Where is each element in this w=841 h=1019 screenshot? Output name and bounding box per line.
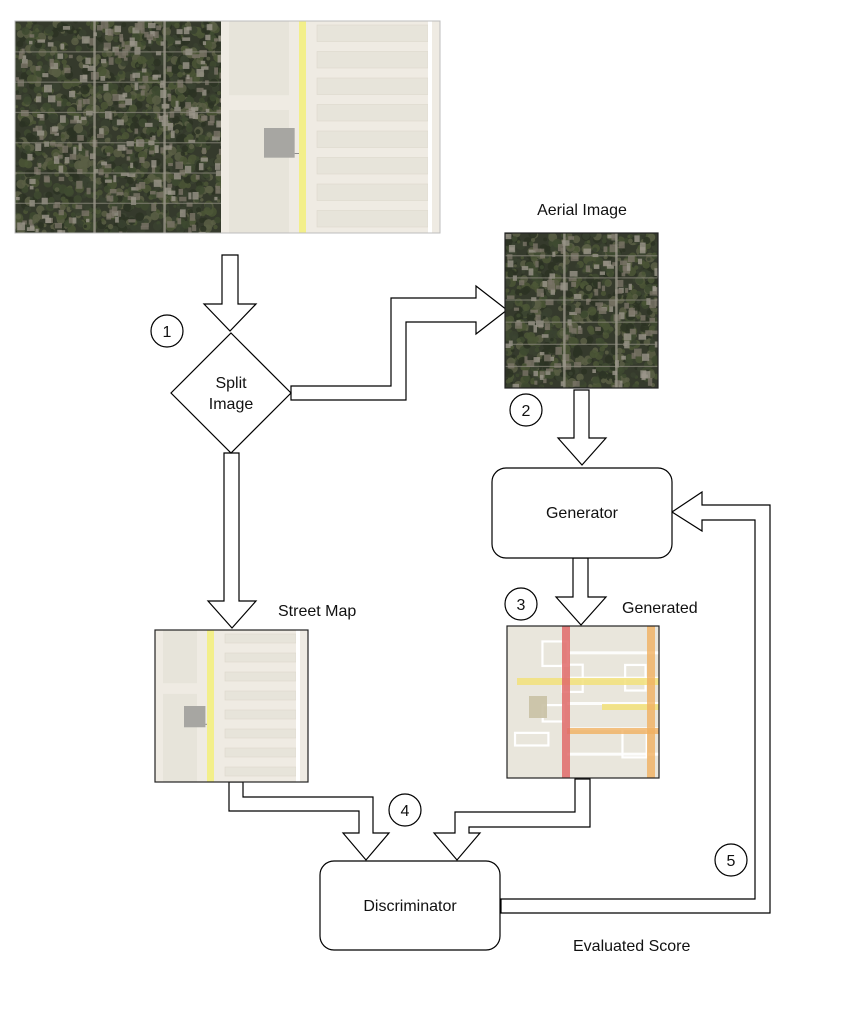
street-map-tile <box>155 630 308 782</box>
split-image-node: Split Image <box>170 332 292 454</box>
generator-node: Generator <box>491 467 673 559</box>
generated-tile <box>507 626 659 778</box>
source-paired-image <box>15 21 440 233</box>
arrow-street-to-discriminator <box>228 781 391 861</box>
step-marker-3: 3 <box>504 587 538 621</box>
street-map-label: Street Map <box>278 603 356 620</box>
step-number: 1 <box>163 324 172 341</box>
split-label-line1: Split <box>215 375 247 392</box>
evaluated-score-label: Evaluated Score <box>573 938 691 955</box>
split-label-line2: Image <box>209 396 254 413</box>
arrow-feedback-to-generator <box>500 490 771 914</box>
step-number: 3 <box>517 597 526 614</box>
step-marker-1: 1 <box>150 314 184 348</box>
arrow-source-to-split <box>202 254 258 332</box>
source-map-blocks <box>221 21 440 233</box>
discriminator-label: Discriminator <box>363 898 457 915</box>
discriminator-node: Discriminator <box>319 860 501 951</box>
step-number: 2 <box>522 403 531 420</box>
arrow-generated-to-discriminator <box>432 778 591 861</box>
aerial-image-tile <box>505 233 658 388</box>
generator-label: Generator <box>546 505 619 522</box>
step-number: 4 <box>401 803 410 820</box>
arrow-aerial-to-generator <box>556 389 608 466</box>
step-marker-4: 4 <box>388 793 422 827</box>
arrow-generator-to-generated <box>554 557 608 626</box>
step-number: 5 <box>727 853 736 870</box>
generated-label: Generated <box>622 600 698 617</box>
aerial-image-label: Aerial Image <box>537 202 627 219</box>
step-marker-2: 2 <box>509 393 543 427</box>
arrow-split-to-aerial <box>290 284 508 401</box>
source-aerial-texture <box>15 21 228 233</box>
arrow-split-to-street <box>206 452 258 629</box>
step-marker-5: 5 <box>714 843 748 877</box>
